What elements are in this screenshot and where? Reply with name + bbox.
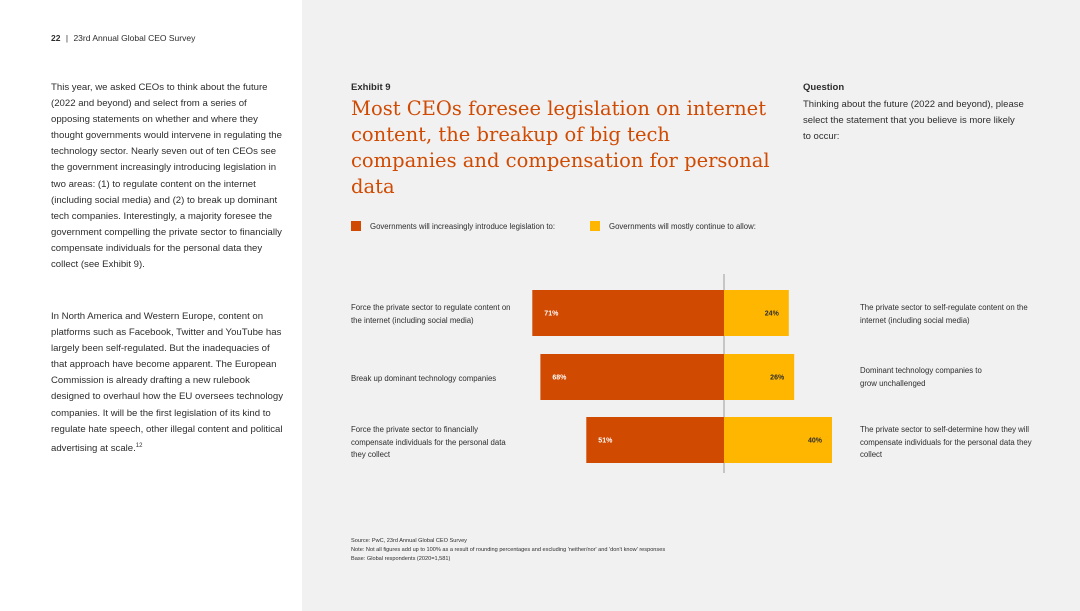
legend-swatch-legislation [351, 221, 361, 231]
left-label-2: Break up dominant technology companies [351, 374, 497, 383]
paragraph-2-text: In North America and Western Europe, con… [51, 311, 283, 454]
label-legislation-2: 68% [552, 375, 567, 382]
label-continue-1: 24% [765, 311, 780, 318]
footnote-ref: 12 [135, 442, 143, 449]
legend-legislation-label: Governments will increasingly introduce … [370, 221, 556, 231]
left-label-1: Force the private sector to regulate con… [351, 303, 511, 325]
label-legislation-3: 51% [598, 438, 613, 445]
left-panel [0, 0, 302, 611]
legend-continue: Governments will mostly continue to allo… [590, 221, 756, 231]
body-paragraph-1: This year, we asked CEOs to think about … [51, 82, 282, 271]
left-label-3: Force the private sector to financially … [351, 425, 506, 459]
note-line: Note: Not all figures add up to 100% as … [351, 547, 666, 553]
header-separator: | [65, 33, 69, 43]
exhibit-label: Exhibit 9 [351, 82, 391, 93]
legend-swatch-continue [590, 221, 600, 231]
bar-legislation-2 [540, 354, 724, 400]
page-number: 22 [51, 33, 61, 43]
right-label-1: The private sector to self-regulate cont… [860, 303, 1028, 325]
bar-continue-3 [724, 417, 832, 463]
right-label-3: The private sector to self-determine how… [860, 425, 1032, 459]
report-title: 23rd Annual Global CEO Survey [73, 33, 196, 43]
source-note: Source: PwC, 23rd Annual Global CEO Surv… [351, 537, 665, 564]
label-legislation-1: 71% [544, 311, 559, 318]
question-label: Question [803, 82, 845, 93]
body-paragraph-2: In North America and Western Europe, con… [51, 309, 283, 457]
label-continue-3: 40% [808, 438, 823, 445]
right-label-2: Dominant technology companies to grow un… [860, 366, 982, 388]
page-header: 22 | 23rd Annual Global CEO Survey [51, 33, 195, 43]
bar-continue-1 [724, 290, 789, 336]
exhibit-title: Most CEOs foresee legislation on interne… [351, 97, 770, 198]
bar-continue-2 [724, 354, 795, 400]
bar-legislation-1 [532, 290, 724, 336]
legend-continue-label: Governments will mostly continue to allo… [609, 221, 756, 231]
legend-legislation: Governments will increasingly introduce … [351, 221, 555, 231]
label-continue-2: 26% [770, 375, 785, 382]
question-text: Thinking about the future (2022 and beyo… [803, 99, 1024, 142]
bar-legislation-3 [586, 417, 724, 463]
source-line: Source: PwC, 23rd Annual Global CEO Surv… [351, 538, 467, 544]
base-line: Base: Global respondents (2020=1,581) [351, 556, 451, 562]
